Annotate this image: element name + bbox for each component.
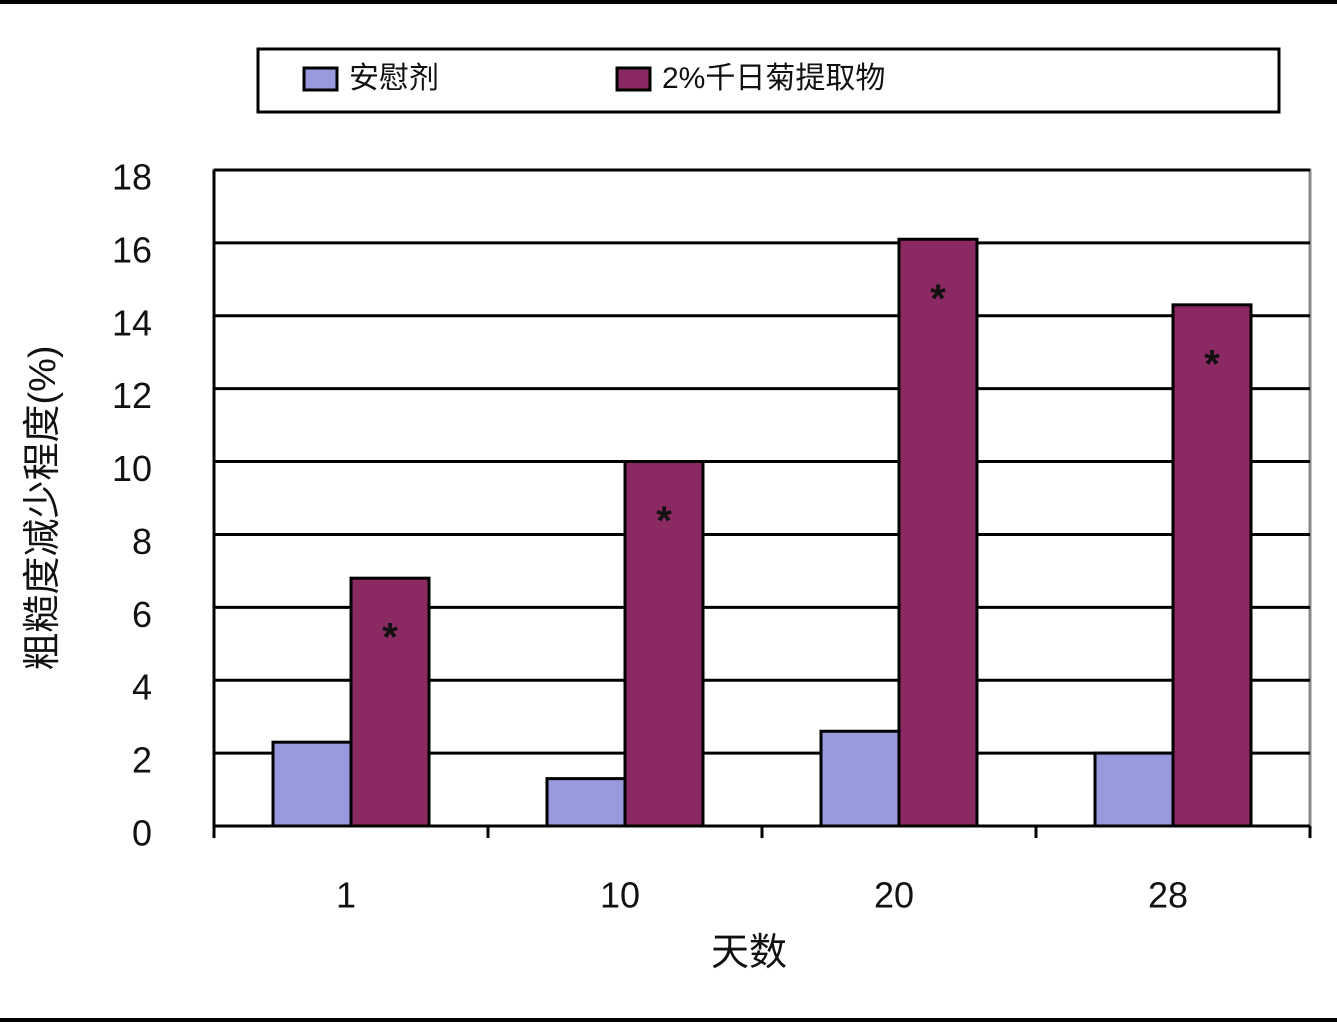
annotation: * — [1204, 342, 1220, 386]
x-axis-title: 天数 — [711, 932, 787, 974]
annotation: * — [930, 277, 946, 321]
y-tick-label: 4 — [132, 667, 152, 708]
y-tick-label: 8 — [132, 521, 152, 562]
bar — [1171, 303, 1253, 828]
x-tick-label: 28 — [1148, 875, 1188, 916]
y-tick-label: 14 — [112, 302, 152, 343]
bar — [349, 576, 431, 828]
annotation: * — [656, 499, 672, 543]
x-tick-label: 1 — [336, 875, 356, 916]
y-tick-label: 10 — [112, 448, 152, 489]
legend-swatch — [615, 66, 652, 92]
legend-box — [256, 47, 1281, 114]
bar — [819, 729, 901, 828]
x-tick-label: 10 — [600, 875, 640, 916]
y-tick-label: 16 — [112, 229, 152, 270]
legend-swatch — [302, 66, 339, 92]
y-tick-label: 2 — [132, 740, 152, 781]
y-tick-label: 6 — [132, 594, 152, 635]
y-tick-label: 18 — [112, 157, 152, 198]
bar — [1093, 751, 1175, 828]
legend-label: 2%千日菊提取物 — [662, 62, 885, 95]
legend-label: 安慰剂 — [349, 62, 439, 95]
bar — [545, 777, 627, 828]
y-tick-label: 12 — [112, 375, 152, 416]
x-tick-label: 20 — [874, 875, 914, 916]
bar — [897, 237, 979, 828]
y-axis-title: 粗糙度减少程度(%) — [22, 345, 64, 670]
bar — [271, 740, 353, 828]
bar — [623, 460, 705, 828]
y-tick-label: 0 — [132, 813, 152, 854]
annotation: * — [382, 616, 398, 660]
